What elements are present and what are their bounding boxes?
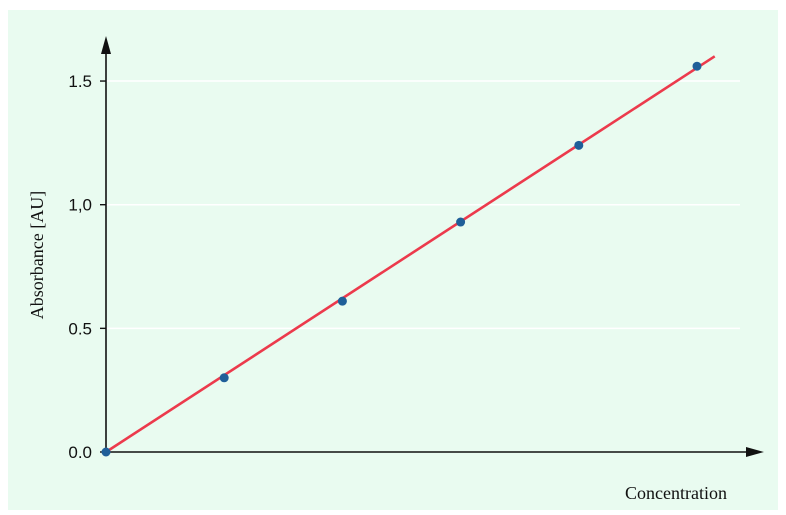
data-point-3 — [456, 217, 466, 227]
data-point-4 — [574, 140, 584, 150]
ticks-layer: 0.0 0.5 1,0 1.5 — [68, 72, 106, 462]
data-point-5 — [692, 61, 702, 71]
chart-panel — [8, 10, 778, 510]
y-tick-label-0: 0.0 — [68, 443, 92, 462]
data-point-2 — [337, 296, 347, 306]
x-axis-title: Concentration — [625, 483, 727, 503]
y-axis-title: Absorbance [AU] — [27, 191, 47, 319]
y-axis-arrow — [101, 36, 111, 54]
data-point-0 — [101, 447, 111, 457]
points-layer — [101, 61, 702, 457]
grid-layer — [106, 80, 740, 330]
y-tick-label-3: 1.5 — [68, 72, 92, 91]
y-tick-label-2: 1,0 — [68, 196, 92, 215]
axes-layer — [101, 36, 764, 457]
data-point-1 — [219, 373, 229, 383]
x-axis-arrow — [746, 447, 764, 457]
y-tick-label-1: 0.5 — [68, 319, 92, 338]
fit-line — [105, 55, 716, 454]
